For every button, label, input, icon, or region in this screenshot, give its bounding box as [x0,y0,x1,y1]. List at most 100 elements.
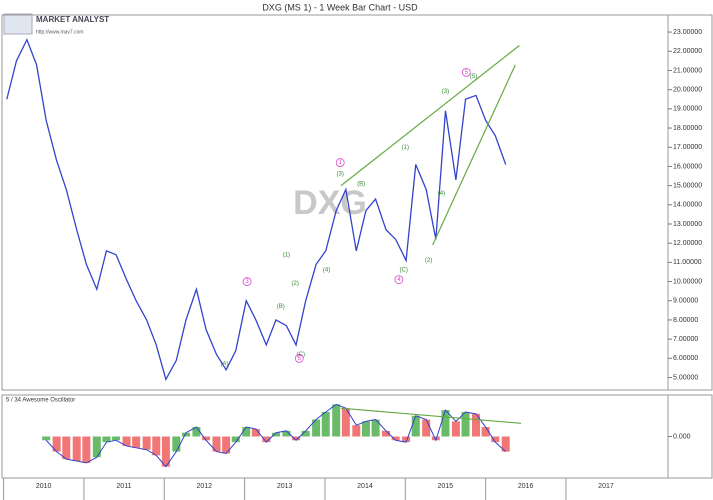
wave-label: (1) [283,252,290,258]
logo-name: MARKET ANALYST [36,15,109,24]
y-tick-label: 21.00000 [673,67,702,74]
oscillator-bar [62,436,71,460]
oscillator-bar [132,436,141,448]
plot-frame [1,14,713,391]
oscillator-bar [301,430,310,437]
oscillator-bar [441,410,450,437]
oscillator-bar [382,430,391,437]
y-tick-label: 9.00000 [673,298,698,305]
price-line [6,38,507,382]
y-tick-label: 11.00000 [673,259,702,266]
y-tick-label: 8.00000 [673,317,698,324]
x-tick-label: 2011 [116,483,131,490]
x-tick-label: 2014 [357,483,373,490]
oscillator-bar [161,436,170,467]
oscillator-bar [42,436,51,441]
y-tick-label: 22.00000 [673,48,702,55]
y-tick-label: 7.00000 [673,336,698,343]
logo-icon [3,13,33,35]
oscillator-bar [142,436,151,450]
oscillator-bar [172,436,181,452]
oscillator-bar [262,436,271,443]
y-tick-label: 19.00000 [673,106,702,113]
wave-label: (4) [438,191,445,197]
oscillator-bar [152,436,161,456]
wave-label: 1 [339,160,343,166]
oscillator-bar [491,436,500,443]
wave-label: (2) [425,258,432,264]
oscillator-bar [321,411,330,437]
y-tick-label: 13.00000 [673,221,702,228]
x-tick-label: 2013 [277,483,293,490]
oscillator-bar [471,413,480,437]
oscillator-bar [341,408,350,437]
oscillator-bar [92,436,101,458]
y-tick-label: 20.00000 [673,86,702,93]
oscillator-bar [481,427,490,437]
oscillator-bar [461,411,470,437]
y-tick-label: 18.00000 [673,125,702,132]
oscillator-bar [72,436,81,462]
x-tick-label: 2017 [598,483,614,490]
oscillator-bar [332,404,341,437]
oscillator-bar [402,436,411,443]
wave-label: 3 [245,279,249,285]
panel-title: 5 / 34 Awesome Oscillator [6,398,75,404]
trendline [340,407,522,424]
wave-circle [294,353,304,363]
oscillator-bar [361,421,370,437]
wave-label: 5 [298,356,302,362]
wave-circle [242,277,252,286]
y-tick-label: 12.00000 [673,240,702,247]
wave-label: (B) [357,181,365,187]
oscillator-bar [312,419,321,437]
oscillator-bar [431,436,440,441]
oscillator-bar [242,427,251,437]
wave-label: (1) [402,145,409,151]
y-tick-label: 10.00000 [673,278,702,285]
oscillator-bar [282,430,291,437]
oscillator-bar [451,421,460,437]
oscillator-bar [102,436,111,443]
oscillator-bar [112,436,121,441]
y-tick-label: 6.00000 [673,355,698,362]
oscillator-bar [391,436,400,441]
oscillator-bar [52,436,61,452]
oscillator-line [45,403,507,468]
oscillator-bar [231,436,240,443]
wave-circle [461,67,471,77]
oscillator-bar [371,419,380,437]
wave-label: (C) [297,352,305,358]
wave-label: (5) [470,74,477,80]
oscillator-bar [251,428,260,437]
wave-circle [335,158,345,167]
y-tick-label: 0.000 [673,433,691,440]
oscillator-bar [222,436,231,454]
logo-url: http://www.mav7.com [36,29,84,35]
oscillator-bar [181,432,190,437]
oscillator-bar [411,415,420,437]
wave-label: (4) [323,268,330,274]
oscillator-bar [292,436,301,441]
oscillator-bar [202,436,211,441]
wave-label: (3) [337,172,344,178]
wave-label: (A) [221,362,229,368]
plot-frame [1,394,713,479]
oscillator-bar [82,436,91,463]
y-tick-label: 5.00000 [673,374,698,381]
x-tick-label: 2015 [438,483,454,490]
trendline [340,45,520,187]
watermark: DXG [293,184,367,222]
x-tick-label: 2010 [36,483,52,490]
wave-circle [394,275,404,285]
x-tick-label: 2012 [196,483,212,490]
y-tick-label: 17.00000 [673,144,702,151]
y-tick-label: 15.00000 [673,182,702,189]
trendline [432,64,516,246]
wave-label: 4 [397,277,401,283]
y-tick-label: 23.00000 [673,29,702,36]
oscillator-bar [501,436,510,452]
oscillator-bar [192,427,201,437]
oscillator-bar [212,436,221,452]
